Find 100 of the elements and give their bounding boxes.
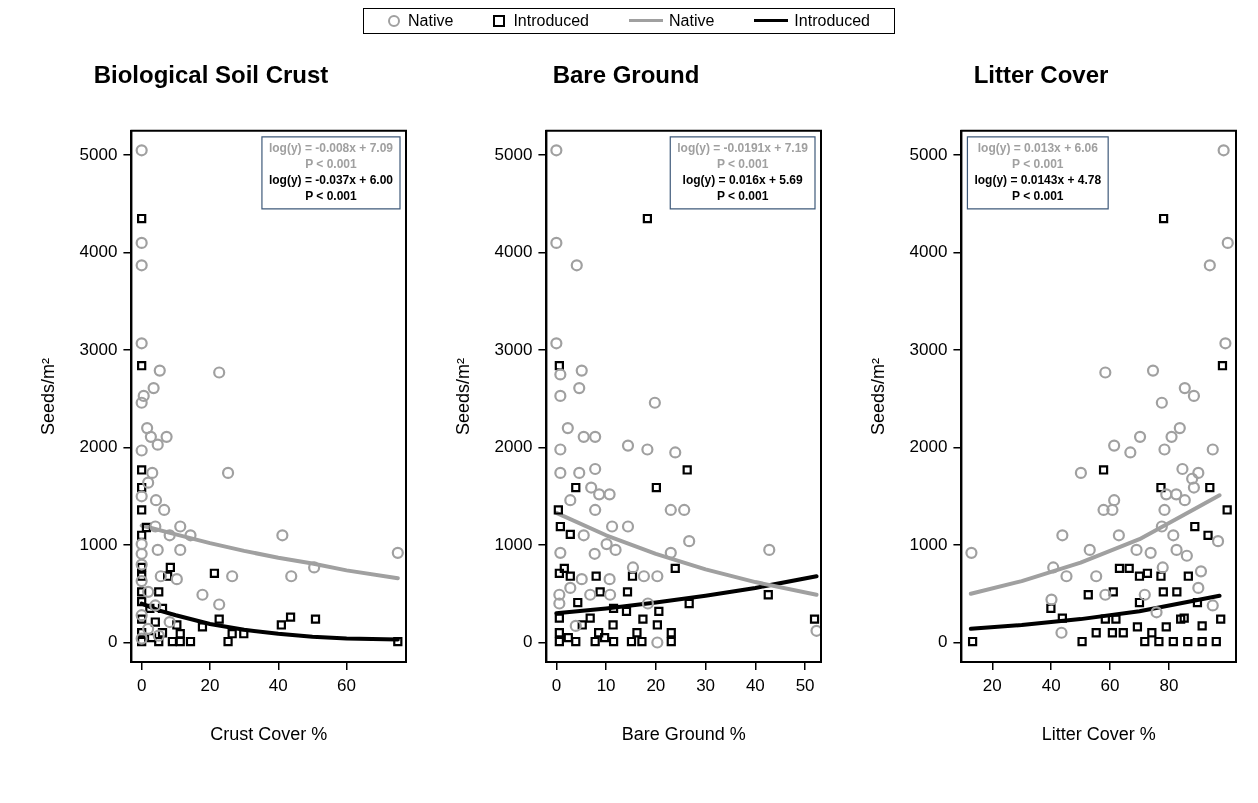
point [965, 546, 978, 559]
point [589, 430, 602, 443]
point [175, 636, 185, 647]
x-tick-label: 0 [136, 675, 147, 695]
y-axis-title: Seeds/m² [37, 357, 58, 435]
x-axis-title: Crust Cover % [210, 724, 328, 745]
point [1192, 597, 1203, 608]
y-tick-label: 1000 [494, 534, 533, 554]
chart-title: Bare Ground [552, 61, 700, 89]
point [146, 466, 159, 480]
point [1222, 505, 1232, 515]
legend-label: Introduced [794, 12, 870, 29]
point [1155, 520, 1168, 533]
point [809, 614, 820, 624]
point [1167, 529, 1180, 542]
point [152, 629, 165, 642]
point [1134, 597, 1145, 608]
point [555, 521, 565, 532]
point [185, 636, 196, 647]
point [1134, 571, 1145, 581]
point [577, 620, 587, 630]
point [137, 213, 147, 224]
point [1155, 396, 1168, 409]
point [550, 236, 563, 249]
point [553, 597, 566, 610]
point [573, 382, 586, 395]
point [1144, 546, 1157, 559]
point [154, 570, 167, 583]
point [569, 619, 582, 633]
y-tick-label: 0 [522, 632, 533, 652]
point [554, 546, 567, 559]
chart-title: Biological Soil Crust [93, 61, 329, 89]
point [149, 494, 163, 507]
point [554, 361, 564, 371]
x-axis-title: Litter Cover % [1041, 724, 1156, 745]
point [308, 561, 321, 574]
point [1146, 364, 1160, 377]
point [137, 389, 150, 403]
point [135, 490, 148, 503]
point [603, 588, 617, 601]
point [554, 443, 567, 456]
point [393, 636, 403, 647]
point [1060, 570, 1073, 583]
point [1156, 482, 1166, 493]
y-tick-label: 5000 [79, 144, 118, 164]
point [145, 603, 155, 614]
point [678, 503, 691, 517]
point [137, 636, 147, 647]
point [1172, 587, 1182, 597]
point [157, 603, 168, 614]
point [1158, 213, 1169, 224]
point [1057, 613, 1067, 623]
point [1083, 590, 1093, 600]
point [1077, 636, 1087, 647]
point [1074, 466, 1087, 480]
point [1192, 466, 1205, 480]
annotation: P < 0.001 [305, 157, 358, 172]
point [621, 606, 632, 616]
point [1156, 561, 1169, 574]
annotation: log(y) = -0.008x + 7.09 [268, 141, 394, 156]
point [559, 563, 569, 574]
point [554, 568, 564, 578]
point [142, 585, 155, 598]
point [763, 590, 773, 600]
point [158, 503, 171, 517]
y-tick-label: 4000 [494, 242, 533, 262]
y-tick-label: 5000 [909, 144, 948, 164]
point [227, 629, 237, 639]
point [1045, 593, 1058, 606]
point [137, 571, 147, 581]
point [1055, 626, 1068, 639]
point [135, 337, 148, 350]
point [135, 632, 148, 645]
point [603, 488, 616, 501]
point [651, 636, 664, 649]
point [648, 396, 661, 409]
annotation: P < 0.001 [1012, 157, 1064, 172]
annotation: P < 0.001 [716, 157, 769, 172]
point [1099, 366, 1112, 379]
point [1211, 535, 1225, 548]
point [197, 622, 208, 632]
point [163, 615, 176, 629]
point [682, 465, 692, 475]
point [1186, 472, 1199, 485]
x-tick-label: 20 [982, 675, 1002, 695]
point [135, 558, 148, 571]
point [666, 636, 676, 647]
point [1111, 614, 1121, 624]
point [589, 462, 602, 476]
point [1130, 543, 1143, 557]
point [135, 547, 148, 560]
point [149, 599, 162, 612]
point [577, 430, 590, 443]
annotation: P < 0.001 [1012, 189, 1064, 204]
point [608, 620, 618, 630]
point [565, 571, 575, 581]
point [1140, 636, 1150, 647]
point [149, 520, 162, 533]
y-tick-label: 3000 [909, 339, 948, 359]
point [150, 617, 160, 627]
